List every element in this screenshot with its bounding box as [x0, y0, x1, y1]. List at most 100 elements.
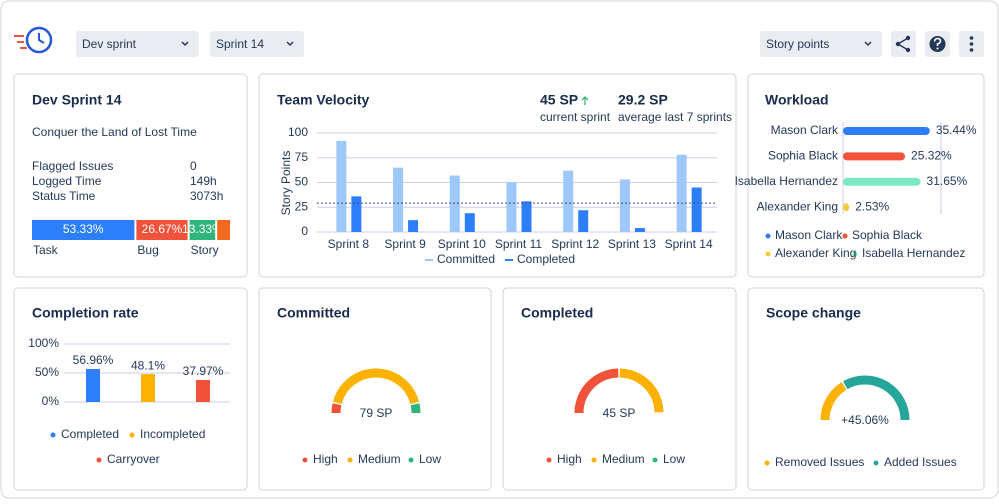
legend-swatch	[764, 460, 770, 466]
card-title: Scope change	[766, 305, 861, 321]
help-button[interactable]	[925, 31, 950, 57]
kpi-caption: current sprint	[540, 110, 611, 124]
legend-label: Medium	[602, 452, 645, 466]
segment-label: 26.67%	[142, 222, 183, 236]
bar	[676, 154, 687, 232]
legend-label: Alexander King	[775, 246, 856, 260]
bar	[634, 228, 645, 232]
legend-label: Mason Clark	[775, 228, 843, 242]
dropdown[interactable]	[210, 31, 304, 57]
bar	[351, 196, 362, 232]
legend-label: Carryover	[107, 452, 160, 466]
dropdown[interactable]	[76, 31, 199, 57]
card-title: Workload	[765, 92, 829, 108]
legend-swatch	[873, 460, 879, 466]
card-title: Dev Sprint 14	[32, 92, 122, 108]
bar	[393, 167, 404, 232]
breakdown-segment	[217, 220, 230, 240]
chevron	[181, 41, 189, 47]
value-label: 25.32%	[911, 149, 952, 163]
legend-label: Isabella Hernandez	[862, 246, 965, 260]
breakdown-segment	[136, 220, 188, 240]
stat-value: 149h	[190, 174, 217, 188]
bar	[408, 220, 419, 232]
gauge-segment	[332, 368, 420, 405]
chevron	[864, 41, 872, 47]
stat-label: Flagged Issues	[32, 159, 113, 173]
gauge-segment	[331, 403, 342, 414]
bar-category: Sophia Black	[768, 149, 839, 163]
legend-label: Low	[663, 452, 685, 466]
legend-label: Added Issues	[884, 455, 957, 469]
legend-swatch	[50, 432, 56, 438]
bar	[619, 179, 630, 232]
gauge-segment	[820, 382, 847, 421]
x-tick-label: Sprint 10	[438, 237, 486, 251]
bar	[141, 374, 155, 402]
y-tick-label: 50	[295, 175, 309, 189]
dropdown[interactable]	[760, 31, 882, 57]
card-title: Team Velocity	[277, 92, 370, 108]
card	[747, 73, 985, 278]
bar	[521, 201, 532, 232]
legend-swatch	[129, 432, 135, 438]
legend-swatch	[842, 233, 848, 239]
x-tick-label: Sprint 11	[495, 237, 542, 251]
segment-category: Story	[191, 243, 219, 257]
segment-label: 53.33%	[63, 222, 104, 236]
dropdown-label: Sprint 14	[216, 37, 264, 51]
chevron	[286, 41, 294, 47]
share-button[interactable]	[891, 31, 916, 57]
up-arrow	[581, 96, 589, 105]
legend-swatch	[765, 251, 771, 257]
gauge-label: 79 SP	[360, 406, 393, 420]
legend-label: Completed	[517, 252, 575, 266]
breakdown-segment	[32, 220, 135, 240]
legend-label: Sophia Black	[852, 228, 923, 242]
value-label: 48.1%	[131, 358, 165, 372]
x-tick-label: Sprint 14	[665, 237, 713, 251]
y-tick-label: 25	[295, 199, 309, 213]
x-tick-label: Sprint 12	[551, 237, 599, 251]
kpi-caption: average last 7 sprints	[618, 110, 732, 124]
gauge-segment	[843, 375, 910, 421]
legend-swatch	[408, 457, 414, 463]
bar-category: Mason Clark	[771, 123, 839, 137]
legend-label: High	[557, 452, 582, 466]
card-title: Completion rate	[32, 305, 139, 321]
card	[258, 287, 492, 491]
y-tick-label: 75	[295, 150, 309, 164]
kpi-value: 45 SP	[540, 92, 578, 108]
breakdown-segment	[189, 220, 216, 240]
card	[13, 287, 248, 491]
legend-swatch	[96, 457, 102, 463]
gauge-label: 45 SP	[603, 406, 636, 420]
bar-category: Alexander King	[757, 199, 838, 213]
bar	[464, 213, 475, 232]
gauge-segment	[619, 368, 664, 413]
legend-label: Incompleted	[140, 427, 205, 441]
gauge-segment	[574, 368, 619, 414]
bar-category: Isabella Hernandez	[735, 174, 838, 188]
y-tick-label: 0%	[42, 394, 60, 408]
legend-label: Committed	[437, 252, 495, 266]
segment-category: Task	[33, 243, 59, 257]
y-tick-label: 0	[301, 224, 308, 238]
legend-swatch	[591, 457, 597, 463]
y-axis-label: Story Points	[279, 151, 293, 216]
bar	[843, 203, 850, 212]
value-label: 37.97%	[183, 364, 224, 378]
legend-label: Removed Issues	[775, 455, 864, 469]
legend-swatch	[652, 457, 658, 463]
bar	[563, 170, 574, 232]
legend-label: Medium	[358, 452, 401, 466]
legend-swatch	[347, 457, 353, 463]
legend-swatch	[765, 233, 771, 239]
dropdown-label: Dev sprint	[82, 37, 137, 51]
bar	[196, 379, 210, 402]
legend-label: Low	[419, 452, 441, 466]
card-title: Completed	[521, 305, 593, 321]
more-button[interactable]	[959, 31, 984, 57]
